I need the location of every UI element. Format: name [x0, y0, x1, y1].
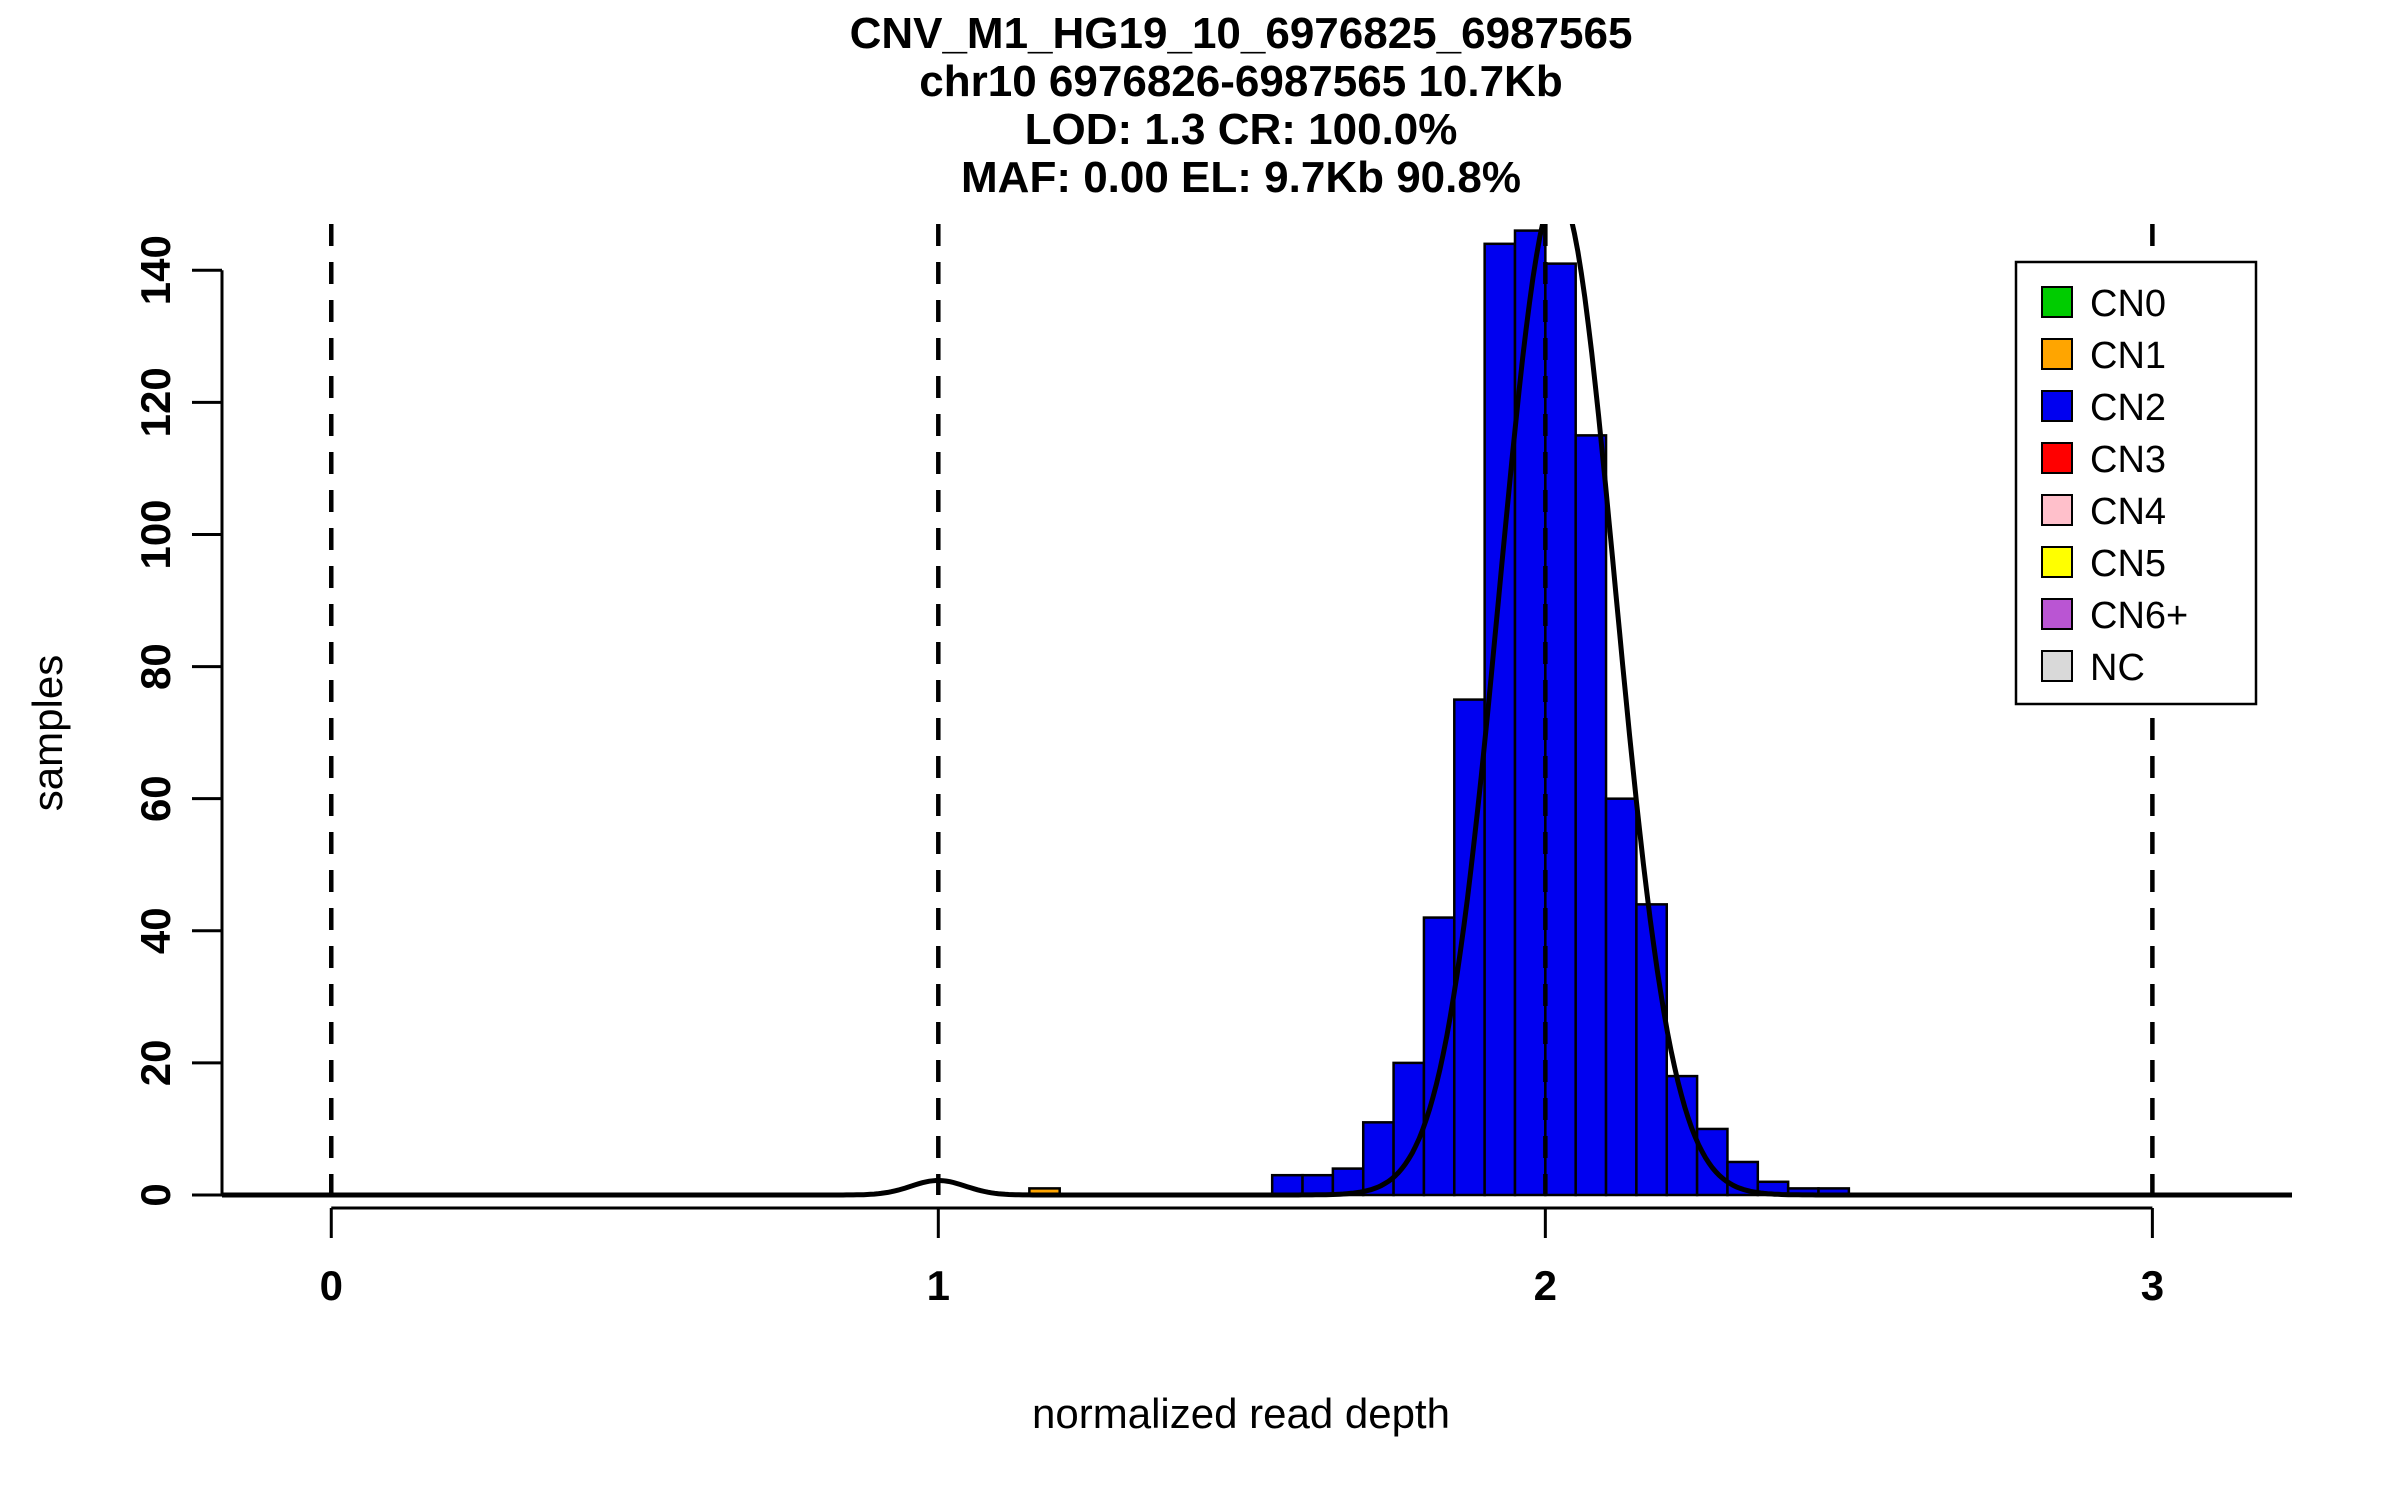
histogram-bar: [1574, 434, 1608, 1197]
x-axis-label: normalized read depth: [1032, 1390, 1450, 1437]
histogram-bar: [1695, 1127, 1729, 1197]
legend-swatch-cn5: [2041, 546, 2073, 578]
y-tick-label-60: 60: [132, 775, 179, 822]
legend-swatch-cn4: [2041, 494, 2073, 526]
legend-swatch-cn6plus: [2041, 598, 2073, 630]
histogram-bar: [1361, 1121, 1395, 1197]
x-tick-label-3: 3: [2141, 1262, 2164, 1309]
legend-label-cn4: CN4: [2090, 491, 2166, 533]
x-tick-label-0: 0: [320, 1262, 343, 1309]
y-tick-label-80: 80: [132, 643, 179, 690]
y-tick-label-140: 140: [132, 235, 179, 305]
legend-label-cn0: CN0: [2090, 283, 2166, 325]
chart-title-line-2: chr10 6976826-6987565 10.7Kb: [919, 57, 1562, 106]
histogram-bar: [1604, 797, 1638, 1197]
y-tick-label-120: 120: [132, 367, 179, 437]
histogram-bar: [1270, 1173, 1304, 1197]
histogram-bar: [1301, 1173, 1335, 1197]
histogram-bar: [1635, 903, 1669, 1197]
legend-label-cn3: CN3: [2090, 439, 2166, 481]
legend-swatch-cn2: [2041, 390, 2073, 422]
legend: CN0 CN1 CN2 CN3 CN4 CN5 CN6+ NC: [2014, 260, 2258, 706]
legend-label-nc: NC: [2090, 647, 2145, 689]
y-tick-label-20: 20: [132, 1040, 179, 1087]
chart-title-line-3: LOD: 1.3 CR: 100.0%: [1025, 105, 1458, 154]
chart-title-block: CNV_M1_HG19_10_6976825_6987565 chr10 697…: [850, 9, 1633, 202]
legend-label-cn6plus: CN6+: [2090, 595, 2188, 637]
legend-label-cn2: CN2: [2090, 387, 2166, 429]
y-tick-label-100: 100: [132, 499, 179, 569]
legend-box: [2014, 260, 2258, 706]
histogram-bar: [1513, 229, 1547, 1197]
legend-label-cn1: CN1: [2090, 335, 2166, 377]
histogram-bar: [1422, 916, 1456, 1197]
y-axis-label: samples: [24, 655, 71, 811]
x-tick-label-1: 1: [927, 1262, 950, 1309]
y-tick-label-0: 0: [132, 1183, 179, 1206]
legend-swatch-cn3: [2041, 442, 2073, 474]
legend-swatch-nc: [2041, 650, 2073, 682]
legend-label-cn5: CN5: [2090, 543, 2166, 585]
y-tick-label-40: 40: [132, 907, 179, 954]
legend-swatch-cn1: [2041, 338, 2073, 370]
chart-title-line-4: MAF: 0.00 EL: 9.7Kb 90.8%: [961, 153, 1521, 202]
plot-area: 0 1 2 3 0 20 40 60 80 100 120 140: [132, 224, 2292, 1309]
legend-swatch-cn0: [2041, 286, 2073, 318]
chart-title-line-1: CNV_M1_HG19_10_6976825_6987565: [850, 9, 1633, 58]
gaussian-fit-curve: [222, 224, 2292, 1198]
histogram-bars: [1028, 229, 1851, 1197]
x-tick-label-2: 2: [1534, 1262, 1557, 1309]
histogram-bar: [1544, 262, 1577, 1197]
